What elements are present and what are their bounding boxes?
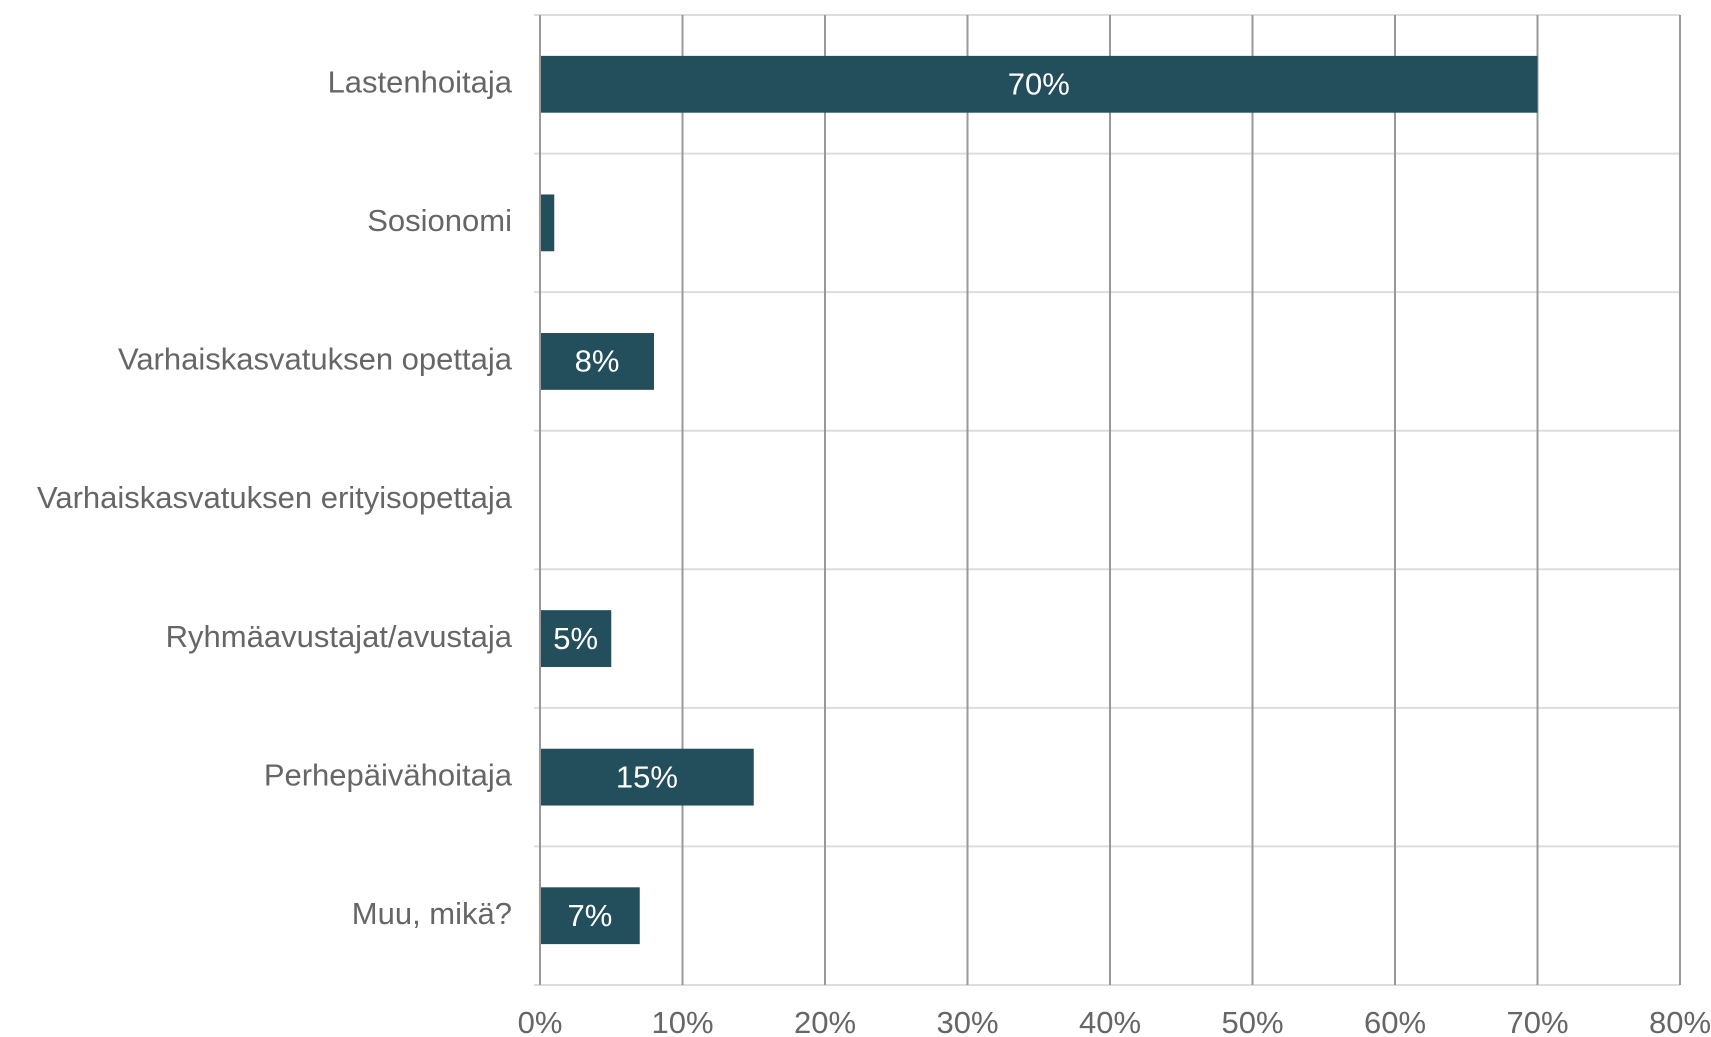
x-tick-label: 30% [936, 1005, 998, 1037]
bar [540, 887, 640, 945]
bar [540, 748, 754, 806]
bar [540, 333, 654, 390]
bar [540, 55, 1538, 113]
x-tick-label: 70% [1506, 1005, 1568, 1037]
y-tick-label: Sosionomi [367, 203, 512, 238]
x-tick-label: 50% [1221, 1005, 1283, 1037]
x-tick-label: 40% [1079, 1005, 1141, 1037]
value-label: 7% [567, 898, 612, 933]
y-tick-label: Varhaiskasvatuksen opettaja [118, 342, 513, 377]
y-tick-label: Muu, mikä? [352, 896, 512, 931]
value-label: 8% [575, 344, 620, 379]
x-tick-label: 10% [651, 1005, 713, 1037]
x-tick-label: 20% [794, 1005, 856, 1037]
y-tick-label: Varhaiskasvatuksen erityisopettaja [37, 480, 513, 515]
x-tick-label: 80% [1649, 1005, 1711, 1037]
y-tick-label: Perhepäivähoitaja [264, 757, 513, 792]
y-tick-label: Ryhmäavustajat/avustaja [166, 619, 513, 654]
value-label: 70% [1008, 66, 1070, 101]
bar [540, 610, 612, 667]
value-label: 15% [616, 759, 678, 794]
bar [540, 194, 555, 252]
x-tick-label: 0% [518, 1005, 563, 1037]
x-tick-label: 60% [1364, 1005, 1426, 1037]
y-tick-label: Lastenhoitaja [328, 64, 513, 99]
value-label: 5% [553, 621, 598, 656]
